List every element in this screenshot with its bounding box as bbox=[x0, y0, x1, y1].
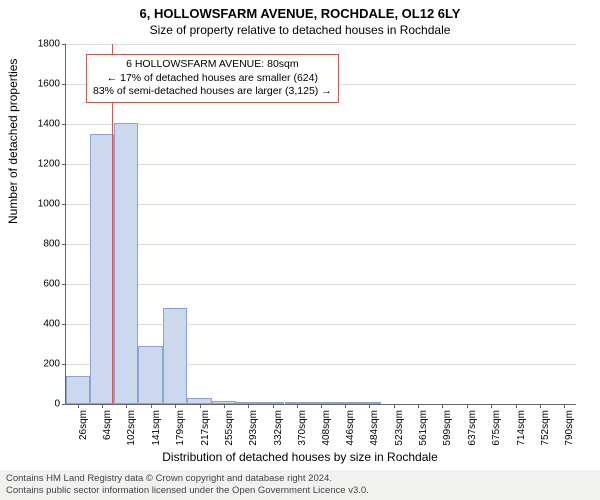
histogram-bar bbox=[66, 376, 90, 404]
y-tick-label: 1800 bbox=[20, 39, 66, 50]
x-tick-mark bbox=[151, 404, 152, 408]
plot-area: 02004006008001000120014001600180026sqm64… bbox=[65, 44, 576, 405]
y-tick-label: 1600 bbox=[20, 79, 66, 90]
x-tick-label: 523sqm bbox=[394, 410, 405, 446]
x-tick-label: 752sqm bbox=[540, 410, 551, 446]
y-tick-label: 1400 bbox=[20, 119, 66, 130]
histogram-bar bbox=[114, 123, 138, 404]
y-axis-label: Number of detached properties bbox=[6, 59, 20, 224]
x-tick-mark bbox=[540, 404, 541, 408]
x-tick-mark bbox=[102, 404, 103, 408]
x-tick-label: 370sqm bbox=[297, 410, 308, 446]
annotation-line-2: ← 17% of detached houses are smaller (62… bbox=[93, 72, 332, 86]
page-subtitle: Size of property relative to detached ho… bbox=[0, 23, 600, 37]
y-tick-label: 1200 bbox=[20, 159, 66, 170]
x-tick-label: 332sqm bbox=[273, 410, 284, 446]
x-tick-label: 255sqm bbox=[224, 410, 235, 446]
x-tick-mark bbox=[564, 404, 565, 408]
x-tick-mark bbox=[491, 404, 492, 408]
x-tick-label: 599sqm bbox=[442, 410, 453, 446]
x-tick-mark bbox=[200, 404, 201, 408]
grid-line bbox=[66, 324, 576, 325]
histogram-bar bbox=[138, 346, 162, 404]
x-tick-mark bbox=[394, 404, 395, 408]
y-tick-label: 800 bbox=[20, 239, 66, 250]
x-tick-label: 561sqm bbox=[418, 410, 429, 446]
x-tick-mark bbox=[297, 404, 298, 408]
x-tick-label: 102sqm bbox=[126, 410, 137, 446]
grid-line bbox=[66, 284, 576, 285]
y-tick-label: 200 bbox=[20, 359, 66, 370]
grid-line bbox=[66, 244, 576, 245]
chart-container: 6, HOLLOWSFARM AVENUE, ROCHDALE, OL12 6L… bbox=[0, 0, 600, 500]
annotation-line-1: 6 HOLLOWSFARM AVENUE: 80sqm bbox=[93, 58, 332, 72]
x-tick-label: 179sqm bbox=[175, 410, 186, 446]
x-tick-mark bbox=[175, 404, 176, 408]
x-tick-label: 637sqm bbox=[467, 410, 478, 446]
grid-line bbox=[66, 124, 576, 125]
page-title: 6, HOLLOWSFARM AVENUE, ROCHDALE, OL12 6L… bbox=[0, 0, 600, 21]
grid-line bbox=[66, 44, 576, 45]
footer-line-2: Contains public sector information licen… bbox=[6, 485, 594, 497]
x-tick-label: 408sqm bbox=[321, 410, 332, 446]
footer: Contains HM Land Registry data © Crown c… bbox=[0, 470, 600, 500]
x-tick-mark bbox=[78, 404, 79, 408]
grid-line bbox=[66, 204, 576, 205]
x-tick-label: 141sqm bbox=[151, 410, 162, 446]
x-tick-mark bbox=[273, 404, 274, 408]
x-tick-label: 446sqm bbox=[345, 410, 356, 446]
histogram-bar bbox=[163, 308, 187, 404]
x-tick-label: 217sqm bbox=[200, 410, 211, 446]
x-tick-label: 64sqm bbox=[102, 410, 113, 440]
x-tick-label: 675sqm bbox=[491, 410, 502, 446]
x-tick-label: 790sqm bbox=[564, 410, 575, 446]
x-tick-mark bbox=[345, 404, 346, 408]
x-tick-mark bbox=[418, 404, 419, 408]
y-tick-label: 400 bbox=[20, 319, 66, 330]
histogram-bar bbox=[90, 134, 114, 404]
x-tick-label: 484sqm bbox=[369, 410, 380, 446]
grid-line bbox=[66, 164, 576, 165]
footer-line-1: Contains HM Land Registry data © Crown c… bbox=[6, 473, 594, 485]
x-tick-mark bbox=[248, 404, 249, 408]
x-tick-label: 714sqm bbox=[516, 410, 527, 446]
x-tick-mark bbox=[126, 404, 127, 408]
x-tick-label: 26sqm bbox=[78, 410, 89, 440]
x-tick-mark bbox=[467, 404, 468, 408]
x-tick-mark bbox=[369, 404, 370, 408]
y-tick-label: 1000 bbox=[20, 199, 66, 210]
x-tick-mark bbox=[516, 404, 517, 408]
x-tick-mark bbox=[321, 404, 322, 408]
x-axis-label: Distribution of detached houses by size … bbox=[0, 450, 600, 464]
y-tick-label: 600 bbox=[20, 279, 66, 290]
annotation-box: 6 HOLLOWSFARM AVENUE: 80sqm ← 17% of det… bbox=[86, 54, 339, 103]
x-tick-label: 293sqm bbox=[248, 410, 259, 446]
y-tick-label: 0 bbox=[20, 399, 66, 410]
x-tick-mark bbox=[442, 404, 443, 408]
x-tick-mark bbox=[224, 404, 225, 408]
annotation-line-3: 83% of semi-detached houses are larger (… bbox=[93, 85, 332, 99]
